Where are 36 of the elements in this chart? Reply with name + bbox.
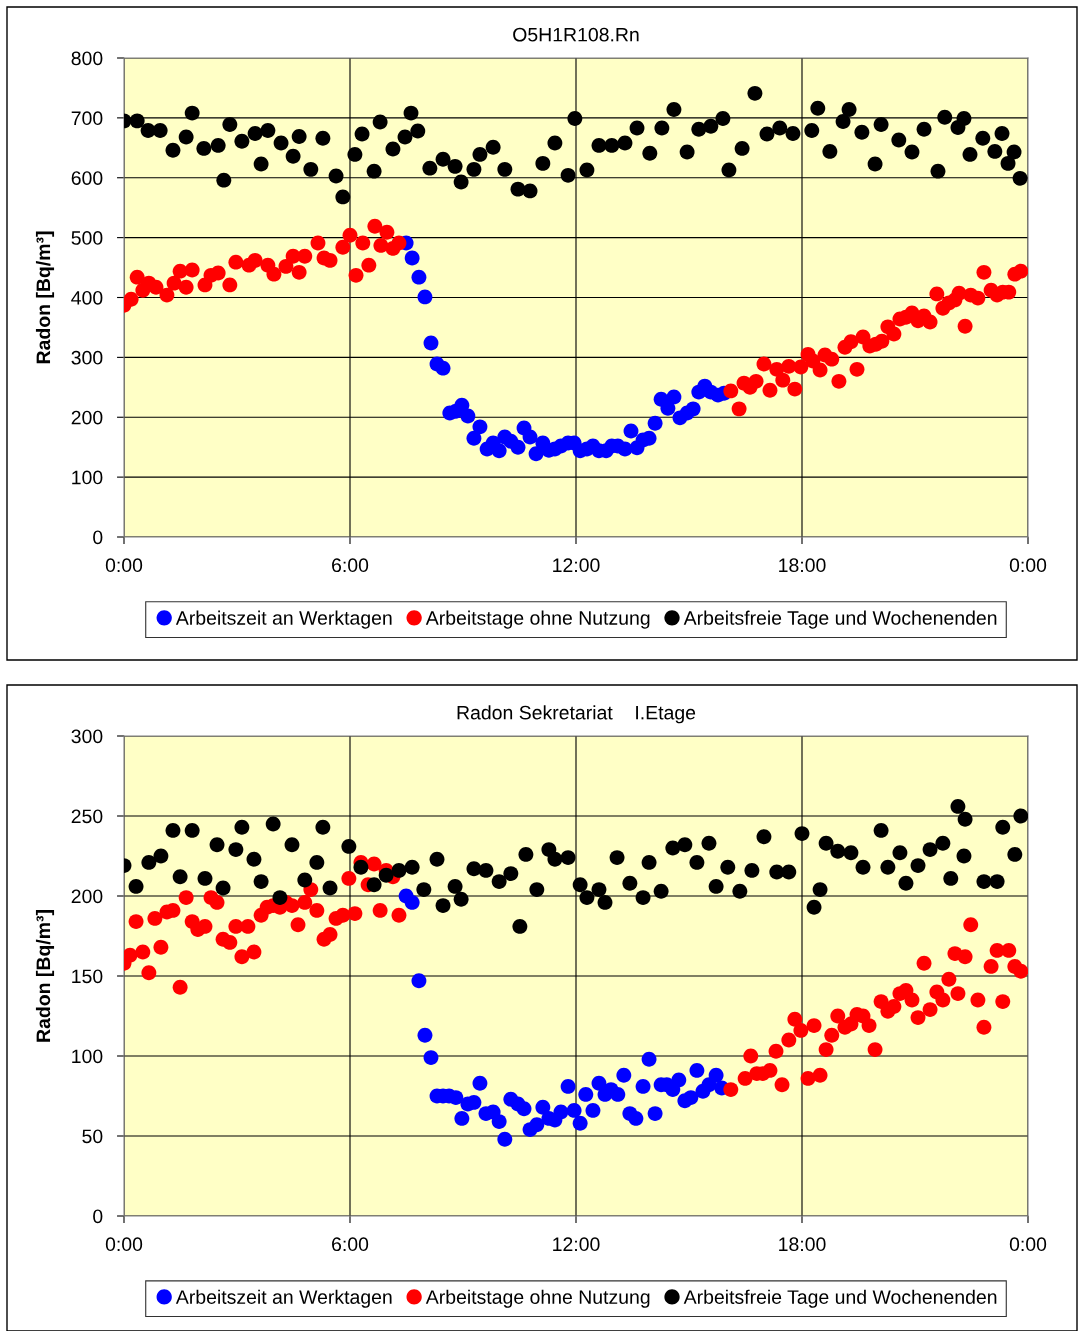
legend-label: Arbeitszeit an Werktagen [175, 610, 392, 629]
x-tick-label: 18:00 [779, 558, 826, 573]
legend-label: Arbeitsfreie Tage und Wochenenden [683, 610, 997, 629]
x-tick-label: 12:00 [553, 1237, 600, 1252]
legend-label: Arbeitszeit an Werktagen [175, 1289, 392, 1308]
legend-label: Arbeitstage ohne Nutzung [425, 1289, 650, 1308]
y-tick-label: 200 [71, 410, 103, 425]
chart-title: O5H1R108.Rn [513, 27, 639, 42]
y-tick-label: 50 [82, 1129, 103, 1144]
x-tick-label: 12:00 [553, 558, 600, 573]
x-tick-label: 0:00 [105, 558, 143, 573]
x-tick-label: 6:00 [332, 558, 369, 573]
y-tick-label: 400 [71, 290, 103, 305]
x-tick-label: 6:00 [332, 1237, 369, 1252]
y-tick-label: 300 [71, 350, 103, 365]
x-tick-label: 0:00 [105, 1237, 143, 1252]
y-tick-label: 500 [71, 231, 103, 245]
chart-title: Radon Sekretariat I.Etage [457, 705, 696, 724]
x-tick-label: 0:00 [1009, 1237, 1047, 1252]
y-tick-label: 600 [71, 171, 103, 185]
y-axis-title: Radon [Bq/m³] [35, 910, 55, 1042]
y-tick-label: 800 [71, 51, 103, 66]
legend-label: Arbeitstage ohne Nutzung [425, 610, 650, 629]
y-tick-label: 100 [72, 1049, 103, 1064]
x-tick-label: 0:00 [1009, 558, 1047, 573]
y-tick-label: 100 [72, 470, 103, 485]
y-tick-label: 700 [71, 111, 103, 126]
y-axis-title: Radon [Bq/m³] [35, 231, 55, 364]
legend-label: Arbeitsfreie Tage und Wochenenden [683, 1289, 997, 1308]
x-tick-label: 18:00 [779, 1237, 826, 1252]
y-tick-label: 300 [71, 729, 103, 744]
y-tick-label: 0 [93, 1209, 103, 1224]
y-tick-label: 150 [72, 969, 103, 984]
y-tick-label: 200 [71, 889, 103, 904]
y-tick-label: 0 [93, 530, 103, 545]
y-tick-label: 250 [71, 809, 103, 824]
